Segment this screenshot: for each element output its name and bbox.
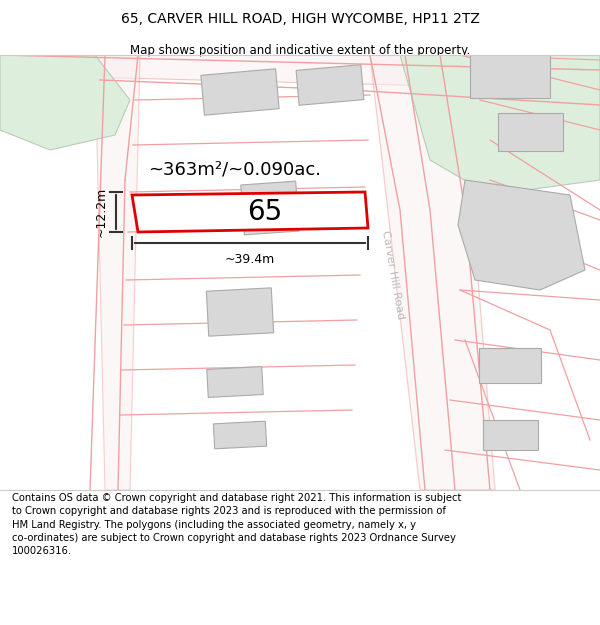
- Text: Contains OS data © Crown copyright and database right 2021. This information is : Contains OS data © Crown copyright and d…: [12, 493, 461, 556]
- Polygon shape: [400, 55, 600, 195]
- Text: 65, CARVER HILL ROAD, HIGH WYCOMBE, HP11 2TZ: 65, CARVER HILL ROAD, HIGH WYCOMBE, HP11…: [121, 12, 479, 26]
- Bar: [241, 181, 299, 235]
- Polygon shape: [0, 55, 130, 150]
- Bar: [214, 421, 266, 449]
- Bar: [482, 420, 538, 450]
- Text: ~363m²/~0.090ac.: ~363m²/~0.090ac.: [149, 161, 322, 179]
- Bar: [479, 348, 541, 382]
- Bar: [207, 367, 263, 398]
- Polygon shape: [95, 55, 140, 490]
- Bar: [470, 52, 550, 98]
- Polygon shape: [458, 180, 585, 290]
- Text: ~39.4m: ~39.4m: [225, 253, 275, 266]
- Text: ~12.2m: ~12.2m: [95, 187, 108, 237]
- Bar: [206, 288, 274, 336]
- Text: Map shows position and indicative extent of the property.: Map shows position and indicative extent…: [130, 44, 470, 57]
- Bar: [296, 65, 364, 105]
- Polygon shape: [0, 55, 600, 90]
- Polygon shape: [132, 192, 368, 232]
- Bar: [497, 113, 563, 151]
- Text: 65: 65: [247, 198, 283, 226]
- Bar: [201, 69, 279, 115]
- Text: Carver Hill Road: Carver Hill Road: [380, 230, 406, 320]
- Polygon shape: [370, 55, 495, 490]
